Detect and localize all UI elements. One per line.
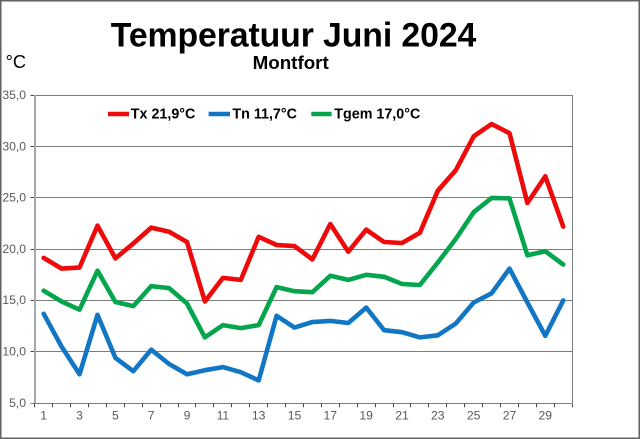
svg-text:Temperatuur Juni 2024: Temperatuur Juni 2024	[111, 17, 477, 55]
svg-text:30,0: 30,0	[2, 139, 26, 153]
svg-text:Tgem 17,0°C: Tgem 17,0°C	[334, 107, 420, 123]
svg-text:25,0: 25,0	[2, 191, 26, 205]
svg-text:29: 29	[539, 408, 553, 422]
svg-text:10,0: 10,0	[2, 345, 26, 359]
svg-text:15: 15	[288, 408, 302, 422]
svg-text:13: 13	[252, 408, 266, 422]
svg-text:Montfort: Montfort	[253, 52, 330, 73]
svg-text:7: 7	[148, 408, 155, 422]
svg-text:25: 25	[467, 408, 481, 422]
svg-text:23: 23	[431, 408, 445, 422]
svg-text:Tx 21,9°C: Tx 21,9°C	[131, 107, 196, 123]
svg-text:11: 11	[217, 408, 230, 422]
svg-text:Tn 11,7°C: Tn 11,7°C	[232, 107, 297, 123]
svg-text:20,0: 20,0	[2, 242, 26, 256]
svg-text:21: 21	[395, 408, 409, 422]
svg-text:17: 17	[324, 408, 338, 422]
svg-text:1: 1	[40, 408, 47, 422]
svg-text:5: 5	[112, 408, 119, 422]
svg-text:5,0: 5,0	[9, 396, 26, 410]
svg-text:19: 19	[359, 408, 373, 422]
svg-text:9: 9	[184, 408, 191, 422]
svg-text:15,0: 15,0	[2, 293, 26, 307]
svg-text:3: 3	[76, 408, 83, 422]
svg-text:°C: °C	[6, 52, 26, 72]
svg-text:35,0: 35,0	[2, 88, 26, 102]
svg-text:27: 27	[503, 408, 517, 422]
